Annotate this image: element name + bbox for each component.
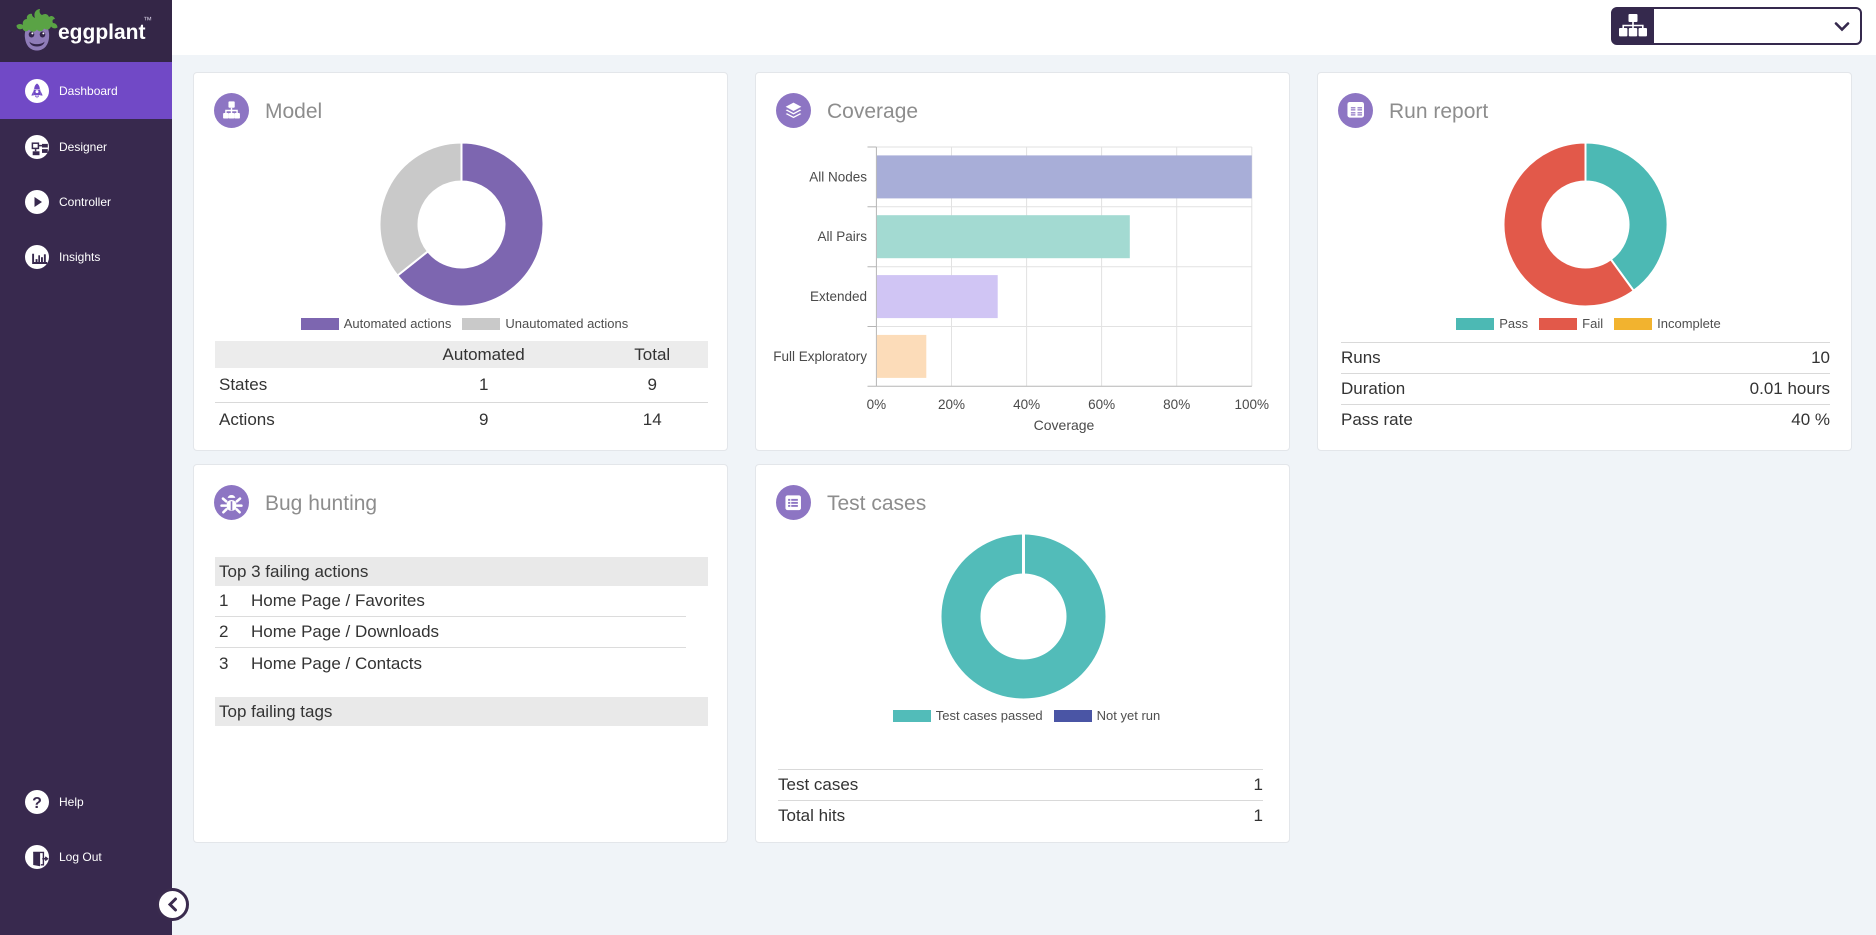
svg-text:80%: 80% xyxy=(1163,397,1190,412)
svg-text:100%: 100% xyxy=(1235,397,1270,412)
svg-text:20%: 20% xyxy=(938,397,965,412)
svg-text:Full Exploratory: Full Exploratory xyxy=(773,349,867,364)
svg-text:0%: 0% xyxy=(867,397,887,412)
svg-text:Coverage: Coverage xyxy=(1034,417,1095,433)
svg-text:40%: 40% xyxy=(1013,397,1040,412)
svg-text:Extended: Extended xyxy=(810,289,867,304)
svg-text:™: ™ xyxy=(143,15,152,25)
svg-text:?: ? xyxy=(32,794,42,811)
svg-text:All Nodes: All Nodes xyxy=(809,169,867,184)
svg-text:60%: 60% xyxy=(1088,397,1115,412)
svg-text:eggplant: eggplant xyxy=(58,21,146,44)
svg-text:All Pairs: All Pairs xyxy=(817,229,867,244)
